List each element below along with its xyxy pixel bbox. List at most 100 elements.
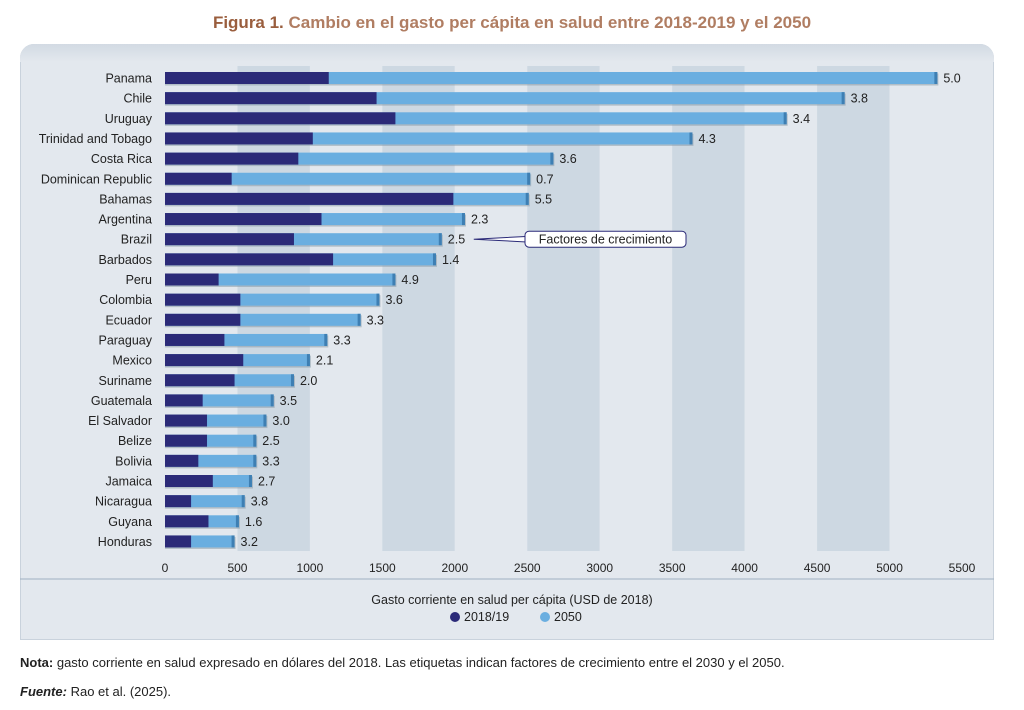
data-label: 0.7 (536, 172, 553, 186)
category-label: Honduras (98, 535, 152, 549)
x-tick-label: 3500 (659, 561, 686, 575)
bar-2050-cap (241, 495, 245, 508)
category-label: Panama (105, 72, 152, 86)
bar-2050 (165, 172, 531, 185)
x-tick-label: 1500 (369, 561, 396, 575)
grid-band (744, 66, 818, 551)
bar-2050 (165, 273, 396, 286)
category-label: Trinidad and Tobago (39, 132, 152, 146)
bar-2050-cap (525, 192, 529, 205)
bar-2050-cap (550, 152, 554, 165)
data-label: 3.8 (851, 92, 868, 106)
figure-title-text: Cambio en el gasto per cápita en salud e… (288, 13, 812, 32)
bar-2050-cap (432, 253, 436, 266)
bar-2018-19 (165, 72, 329, 84)
bar-2050-cap (357, 313, 361, 326)
legend-marker-2050 (540, 612, 550, 622)
x-tick-label: 2000 (441, 561, 468, 575)
category-label: Argentina (98, 213, 152, 227)
category-label: Belize (118, 434, 152, 448)
bar-2018-19 (165, 333, 225, 346)
note-label: Nota: (20, 655, 54, 670)
data-label: 2.0 (300, 374, 317, 388)
data-label: 3.2 (241, 535, 258, 549)
x-tick-label: 4000 (731, 561, 758, 575)
bar-2018-19 (165, 273, 219, 286)
legend-label-2050: 2050 (554, 610, 582, 624)
grid-band (454, 66, 528, 551)
bar-2050-cap (306, 354, 310, 367)
bar-2018-19 (165, 495, 192, 508)
x-tick-label: 3000 (586, 561, 613, 575)
data-label: 2.3 (471, 213, 488, 227)
bar-2050-cap (438, 233, 442, 246)
grid-band (527, 66, 600, 551)
data-label: 4.9 (401, 273, 418, 287)
category-label: Costa Rica (91, 152, 152, 166)
bar-2050-cap (253, 454, 257, 467)
category-label: Nicaragua (95, 495, 152, 509)
bar-2050-cap (376, 293, 380, 306)
category-label: Bolivia (115, 454, 152, 468)
bar-2018-19 (165, 414, 208, 427)
data-label: 2.7 (258, 475, 275, 489)
source-text: Rao et al. (2025). (70, 684, 172, 699)
data-label: 2.5 (448, 233, 465, 247)
grid-band (599, 66, 673, 551)
bar-2050-cap (461, 213, 465, 226)
chart-panel-header (20, 44, 994, 62)
bar-2050-cap (263, 414, 267, 427)
category-label: Dominican Republic (41, 172, 152, 186)
x-tick-label: 4500 (804, 561, 831, 575)
grid-band (672, 66, 745, 551)
category-label: Colombia (99, 293, 152, 307)
bar-2018-19 (165, 515, 209, 528)
grid-band (309, 66, 383, 551)
bar-2018-19 (165, 112, 396, 125)
bar-2018-19 (165, 374, 235, 387)
bar-2018-19 (165, 394, 203, 407)
data-label: 3.3 (367, 313, 384, 327)
category-label: Barbados (98, 253, 152, 267)
data-label: 3.4 (793, 112, 810, 126)
category-label: Chile (124, 92, 153, 106)
data-label: 5.5 (535, 192, 552, 206)
x-tick-label: 5500 (949, 561, 976, 575)
data-label: 3.3 (333, 333, 350, 347)
bar-2050-cap (235, 515, 239, 528)
data-label: 3.8 (251, 495, 268, 509)
category-label: Guyana (108, 515, 152, 529)
annotation-joint (526, 236, 534, 242)
bar-2018-19 (165, 475, 213, 487)
category-label: Brazil (121, 233, 152, 247)
data-label: 3.3 (262, 454, 279, 468)
bar-2050-cap (324, 333, 328, 346)
category-label: Guatemala (91, 394, 152, 408)
category-label: El Salvador (88, 414, 152, 428)
bar-2050-cap (248, 475, 252, 487)
x-tick-label: 5000 (876, 561, 903, 575)
data-label: 1.4 (442, 253, 459, 267)
data-label: 5.0 (943, 72, 960, 86)
bar-2018-19 (165, 434, 208, 447)
bar-2018-19 (165, 454, 199, 467)
bar-2050 (165, 72, 938, 84)
category-label: Uruguay (105, 112, 153, 126)
figure-title: Figura 1. Cambio en el gasto per cápita … (0, 13, 1024, 33)
data-label: 4.3 (698, 132, 715, 146)
data-label: 3.5 (280, 394, 297, 408)
bar-2050-cap (392, 273, 396, 286)
category-label: Mexico (112, 354, 152, 368)
bar-2050-cap (253, 434, 257, 447)
bar-2018-19 (165, 92, 377, 105)
legend-marker-2018-19 (450, 612, 460, 622)
bar-2018-19 (165, 535, 192, 548)
data-label: 2.5 (262, 434, 279, 448)
bar-2050-cap (290, 374, 294, 387)
bar-2018-19 (165, 192, 454, 205)
x-axis-label: Gasto corriente en salud per cápita (USD… (371, 593, 652, 607)
category-label: Jamaica (105, 475, 152, 489)
note-text: gasto corriente en salud expresado en dó… (56, 655, 785, 670)
grid-band (382, 66, 455, 551)
